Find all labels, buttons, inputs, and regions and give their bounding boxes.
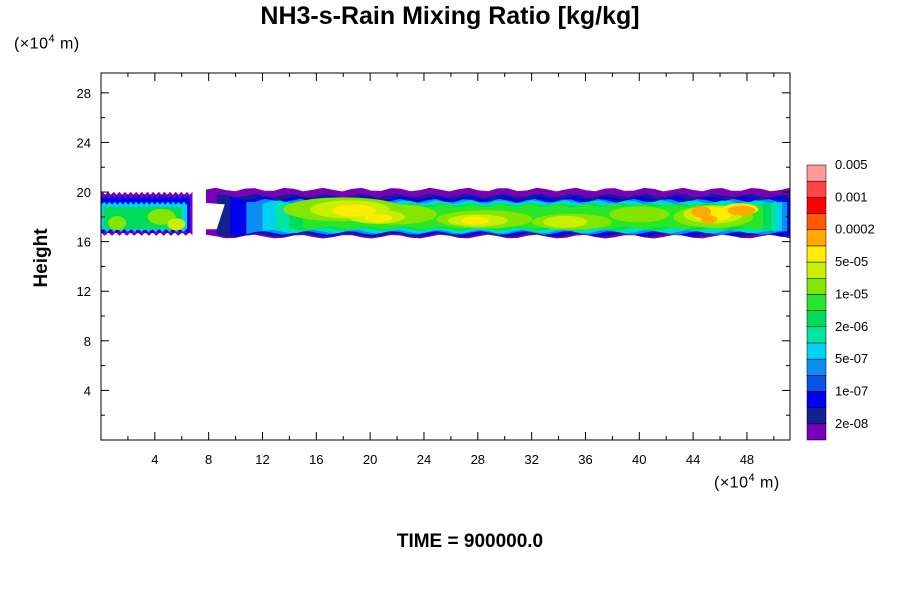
x-tick-label: 32 — [524, 452, 538, 467]
colorbar-swatch — [806, 310, 827, 328]
x-tick-label: 48 — [740, 452, 754, 467]
colorbar-swatch — [806, 277, 827, 295]
colorbar-swatch — [806, 213, 827, 230]
colorbar-swatch — [806, 391, 827, 408]
contour-blob — [609, 206, 670, 223]
colorbar-label: 1e-07 — [835, 383, 868, 398]
contour-blob — [691, 205, 712, 218]
colorbar-swatch — [806, 342, 827, 360]
colorbar-swatch — [806, 164, 827, 182]
x-tick-label: 16 — [309, 452, 323, 467]
contour-blob — [701, 215, 718, 224]
y-tick-label: 8 — [84, 334, 91, 349]
y-tick-label: 28 — [77, 86, 91, 101]
contour-blob — [147, 208, 176, 225]
y-tick-label: 20 — [77, 185, 91, 200]
colorbar-label: 1e-05 — [835, 286, 868, 301]
contour-gap — [193, 201, 225, 230]
colorbar-swatch — [806, 261, 827, 279]
x-tick-label: 28 — [471, 452, 485, 467]
contour-blob — [331, 204, 376, 217]
colorbar-swatch — [806, 407, 827, 425]
x-tick-label: 20 — [363, 452, 377, 467]
contour-blob — [543, 215, 588, 228]
x-tick-label: 36 — [578, 452, 592, 467]
contour-blob — [167, 218, 186, 231]
y-tick-label: 16 — [77, 235, 91, 250]
contour-blob — [727, 205, 756, 216]
contour-blob — [364, 214, 393, 223]
colorbar-swatch — [806, 245, 827, 263]
x-axis: 4 8 12 16 20 24 28 32 36 40 44 48 — [127, 73, 775, 467]
colorbar-swatch — [806, 197, 827, 214]
colorbar-swatch — [806, 358, 827, 376]
contour-blob — [461, 216, 490, 225]
y-tick-label: 12 — [77, 284, 91, 299]
colorbar-swatch — [806, 294, 827, 311]
x-tick-label: 8 — [205, 452, 212, 467]
chart-title: NH3-s-Rain Mixing Ratio [kg/kg] — [260, 2, 640, 30]
y-axis-unit: (×104 m) — [14, 33, 80, 53]
colorbar-label: 0.001 — [835, 189, 868, 204]
colorbar-label: 2e-08 — [835, 416, 868, 431]
contour-blob — [108, 216, 127, 231]
y-tick-label: 24 — [77, 135, 91, 150]
colorbar-label: 2e-06 — [835, 319, 868, 334]
colorbar-label: 5e-05 — [835, 254, 868, 269]
contour-field — [101, 187, 790, 239]
x-axis-unit: (×104 m) — [714, 472, 780, 492]
plot-frame — [100, 72, 791, 441]
y-tick-label: 4 — [84, 383, 91, 398]
x-tick-label: 12 — [255, 452, 269, 467]
colorbar-label: 5e-07 — [835, 351, 868, 366]
colorbar-swatch — [806, 326, 827, 344]
colorbar-swatch — [806, 229, 827, 247]
x-tick-label: 24 — [417, 452, 431, 467]
colorbar-swatch — [806, 180, 827, 198]
colorbar-label: 0.005 — [835, 157, 868, 172]
time-label: TIME = 900000.0 — [396, 531, 544, 552]
y-axis: 4 8 12 16 20 24 28 — [77, 86, 790, 416]
colorbar-label: 0.0002 — [835, 222, 875, 237]
x-tick-label: 40 — [632, 452, 646, 467]
colorbar: 2e-08 1e-07 5e-07 2e-06 1e-05 5e-05 0.0002 0.00… — [806, 157, 875, 441]
colorbar-swatch — [806, 423, 827, 441]
x-tick-label: 44 — [686, 452, 700, 467]
x-tick-label: 4 — [151, 452, 158, 467]
colorbar-swatch — [806, 375, 827, 392]
